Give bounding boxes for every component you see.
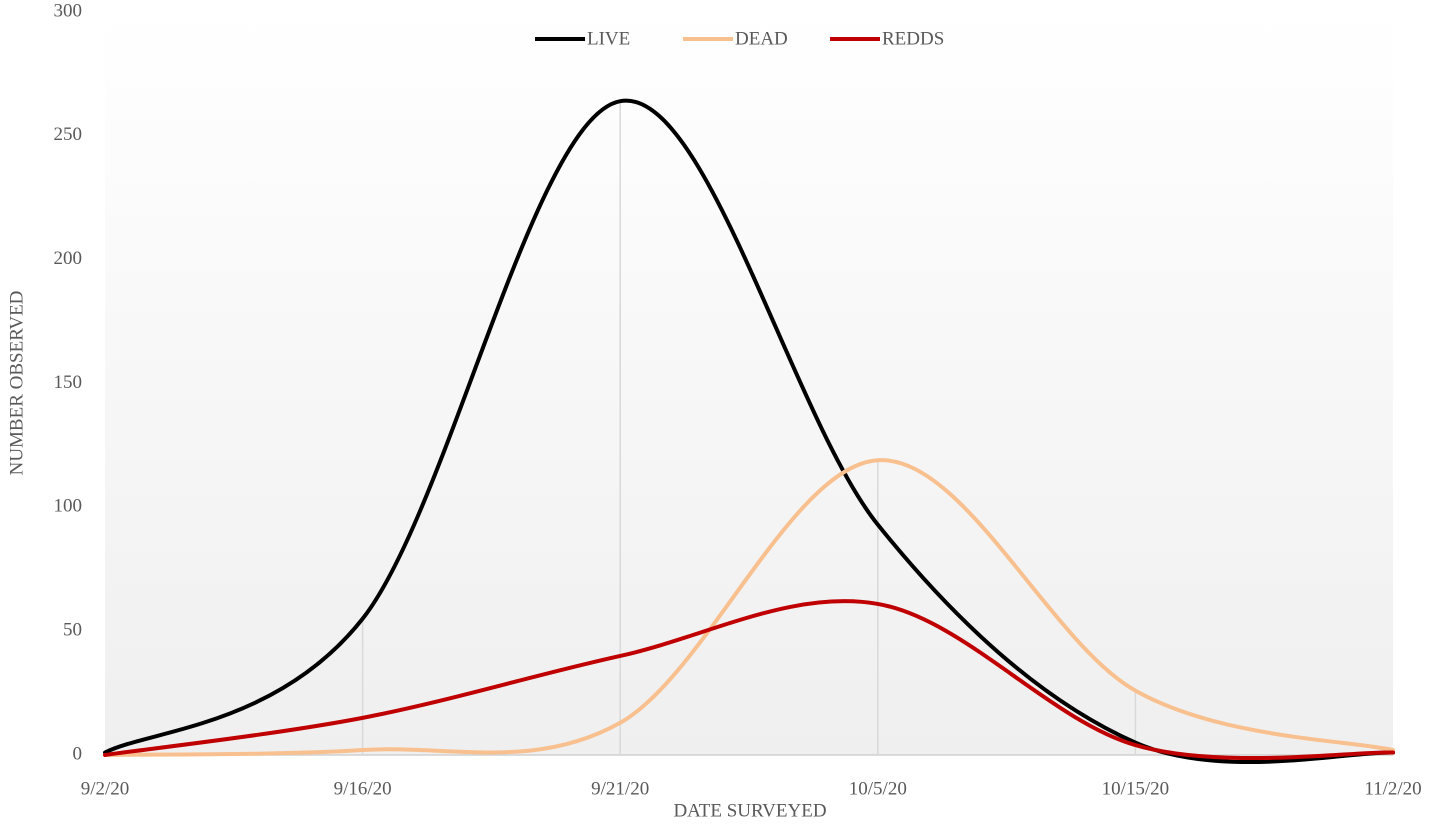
y-tick-label: 50	[63, 620, 82, 641]
x-tick-label: 11/2/20	[1364, 778, 1421, 799]
series-line	[103, 599, 1395, 761]
legend-label: LIVE	[587, 28, 630, 49]
legend-label: DEAD	[735, 28, 788, 49]
series-line	[103, 458, 1395, 757]
x-tick-label: 9/21/20	[591, 778, 649, 799]
x-tick-label: 10/5/20	[849, 778, 907, 799]
x-axis-title: DATE SURVEYED	[673, 800, 826, 821]
y-tick-label: 200	[54, 248, 83, 269]
plot-area	[105, 12, 1393, 755]
x-tick-label: 9/2/20	[81, 778, 130, 799]
y-axis-title: NUMBER OBSERVED	[6, 291, 27, 476]
y-tick-label: 300	[54, 0, 83, 21]
y-tick-label: 250	[54, 124, 83, 145]
y-tick-label: 100	[54, 496, 83, 517]
legend-label: REDDS	[882, 28, 944, 49]
y-tick-label: 0	[73, 743, 83, 764]
x-tick-label: 9/16/20	[334, 778, 392, 799]
y-tick-label: 150	[54, 372, 83, 393]
x-tick-label: 10/15/20	[1102, 778, 1170, 799]
series-line	[103, 98, 1395, 765]
